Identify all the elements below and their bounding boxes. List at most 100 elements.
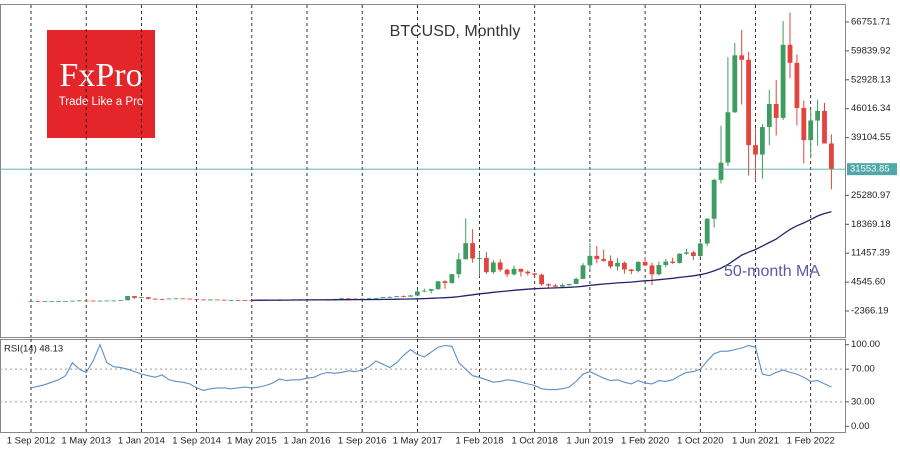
last-price-label: 31553.85: [850, 164, 890, 175]
candle-body: [28, 301, 34, 302]
y-tick-label: 11457.39: [851, 248, 890, 259]
candle-body: [166, 298, 172, 300]
candle-body: [553, 285, 558, 287]
candle-body: [339, 298, 344, 300]
x-tick-label: 1 Sep 2016: [338, 436, 387, 447]
candle-body: [566, 283, 572, 286]
candle-body: [801, 107, 807, 141]
candle-body: [228, 300, 234, 301]
candle-body: [718, 162, 724, 180]
y-tick-label: 52928.13: [851, 74, 891, 85]
candle-body: [829, 143, 834, 170]
candle-body: [601, 258, 607, 261]
candle-body: [518, 268, 524, 272]
candle-body: [90, 300, 96, 302]
candle-body: [649, 265, 655, 275]
candle-body: [373, 298, 379, 299]
last-price-box: [847, 163, 897, 176]
chart-title: BTCUSD, Monthly: [390, 23, 521, 40]
x-tick-label: 1 May 2015: [227, 436, 277, 447]
y-tick-label: 0.00: [851, 421, 870, 432]
candle-body: [201, 299, 206, 301]
x-tick-label: 1 Feb 2022: [787, 436, 835, 447]
candle-body: [739, 55, 745, 60]
candle-body: [214, 299, 220, 301]
logo-name: FxPro: [59, 57, 142, 94]
candle-body: [380, 297, 386, 299]
candle-body: [484, 258, 489, 273]
candle-body: [532, 273, 538, 275]
y-tick-label: 59839.92: [851, 45, 891, 56]
candle-body: [35, 301, 41, 302]
y-tick-label: 18369.18: [851, 219, 891, 230]
candle-body: [635, 262, 641, 272]
candle-body: [511, 268, 517, 275]
candle-body: [656, 265, 662, 275]
candle-body: [725, 112, 731, 163]
candle-body: [159, 299, 165, 300]
candle-body: [615, 262, 620, 267]
candle-body: [70, 300, 75, 302]
candle-body: [49, 301, 55, 302]
candle-body: [421, 290, 427, 292]
candle-body: [539, 274, 544, 285]
candle-body: [504, 269, 510, 275]
candle-body: [118, 300, 124, 302]
candle-body: [104, 300, 110, 302]
x-tick-label: 1 Oct 2018: [511, 436, 557, 447]
candle-body: [794, 62, 800, 108]
candle-body: [435, 281, 441, 290]
logo-slogan: Trade Like a Pro: [59, 96, 144, 108]
candle-body: [456, 259, 462, 275]
candle-body: [559, 285, 565, 287]
candle-body: [525, 271, 531, 274]
y-tick-label: 66751.71: [851, 17, 891, 28]
rsi-panel: [0, 339, 846, 433]
candle-body: [180, 298, 186, 300]
candle-body: [697, 243, 703, 257]
candle-body: [587, 255, 593, 266]
candle-body: [573, 278, 579, 284]
candle-body: [111, 300, 117, 302]
candle-body: [194, 299, 199, 300]
candle-body: [753, 145, 758, 155]
candle-body: [83, 300, 89, 302]
candle-body: [235, 300, 241, 301]
x-tick-label: 1 Oct 2020: [677, 436, 723, 447]
candle-body: [497, 262, 503, 270]
candle-body: [773, 103, 779, 118]
candle-body: [808, 120, 814, 141]
candle-body: [470, 243, 475, 259]
candle-body: [580, 265, 586, 279]
candle-body: [242, 300, 248, 301]
candle-body: [642, 262, 648, 266]
candle-body: [760, 127, 765, 155]
y-tick-label: 39104.55: [851, 132, 891, 143]
candle-body: [594, 255, 600, 259]
candle-body: [387, 297, 393, 298]
y-tick-label: 4545.60: [851, 277, 885, 288]
candle-body: [221, 299, 227, 301]
y-tick-label: 30.00: [851, 396, 875, 407]
x-tick-label: 1 Jun 2019: [566, 436, 613, 447]
candle-body: [442, 281, 448, 283]
candle-body: [546, 284, 551, 286]
candle-body: [622, 262, 627, 270]
candle-body: [208, 299, 213, 301]
candle-body: [822, 110, 827, 144]
candle-body: [428, 289, 434, 291]
candle-body: [152, 298, 158, 300]
candle-body: [684, 252, 689, 254]
candle-body: [145, 297, 151, 299]
candle-body: [139, 297, 144, 298]
rsi-title: RSI(14) 48.13: [4, 344, 63, 355]
candle-body: [670, 261, 676, 263]
x-tick-label: 1 Feb 2018: [455, 436, 503, 447]
candle-body: [746, 59, 751, 146]
y-tick-label: 70.00: [851, 364, 875, 375]
y-tick-label: 46016.34: [851, 103, 891, 114]
price-panel: [0, 4, 846, 338]
logo: [47, 30, 155, 138]
candle-body: [56, 301, 61, 302]
